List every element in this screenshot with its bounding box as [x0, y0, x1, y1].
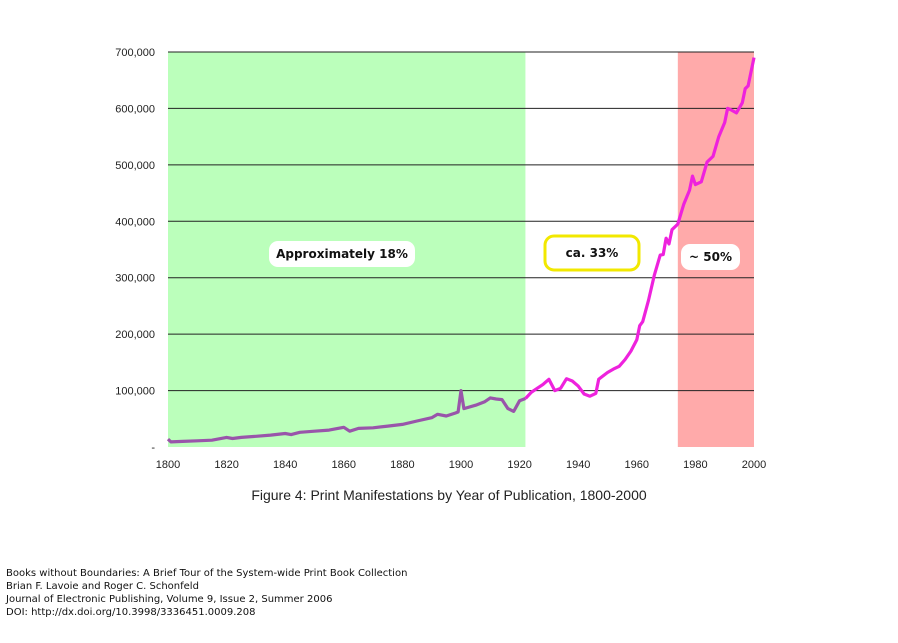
x-tick-label: 1800	[156, 459, 180, 471]
annotation-1: ca. 33%	[543, 234, 641, 272]
citation-title: Books without Boundaries: A Brief Tour o…	[6, 568, 408, 579]
chart: - 100,000 200,000 300,000 400,000 500,000 600,…	[115, 47, 766, 471]
x-tick-label: 1880	[390, 459, 414, 471]
citation: Books without Boundaries: A Brief Tour o…	[6, 567, 407, 619]
gridlines	[168, 51, 754, 392]
x-tick-label: 1920	[507, 459, 531, 471]
y-tick-label: 100,000	[115, 386, 155, 398]
series-line-pre-1922	[166, 389, 527, 444]
annotation-box	[543, 234, 641, 272]
annotation-2: ~ 50%	[681, 244, 740, 270]
data-series	[166, 57, 756, 444]
annotation-label: ca. 33%	[566, 246, 619, 260]
x-tick-label: 1980	[683, 459, 707, 471]
x-tick-label: 1900	[449, 459, 473, 471]
x-tick-label: 1960	[625, 459, 649, 471]
x-tick-label: 1840	[273, 459, 297, 471]
citation-journal: Journal of Electronic Publishing, Volume…	[6, 594, 333, 605]
x-axis-ticks: 1800 1820 1840 1860 1880 1900 1920 1940 1960 1980…	[156, 459, 766, 471]
citation-authors: Brian F. Lavoie and Roger C. Schonfeld	[6, 581, 199, 592]
y-axis-ticks: - 100,000 200,000 300,000 400,000 500,000 600,…	[115, 47, 155, 454]
annotation-0: Approximately 18%	[269, 241, 415, 267]
y-tick-label: 700,000	[115, 47, 155, 59]
y-tick-label: -	[151, 442, 155, 454]
annotation-label: ~ 50%	[689, 250, 732, 264]
annotation-box	[681, 244, 740, 270]
figure-caption: Figure 4: Print Manifestations by Year o…	[251, 487, 647, 503]
y-tick-label: 600,000	[115, 103, 155, 115]
annotation-label: Approximately 18%	[276, 247, 408, 261]
y-tick-label: 500,000	[115, 160, 155, 172]
x-tick-label: 2000	[742, 459, 766, 471]
annotations: Approximately 18% ca. 33% ~ 50%	[269, 234, 740, 272]
series-line-post-1922	[524, 57, 756, 400]
chart-regions	[168, 52, 754, 447]
citation-doi: DOI: http://dx.doi.org/10.3998/3336451.0…	[6, 607, 256, 618]
x-tick-label: 1940	[566, 459, 590, 471]
x-tick-label: 1860	[332, 459, 356, 471]
y-tick-label: 200,000	[115, 329, 155, 341]
annotation-box	[269, 241, 415, 267]
y-tick-label: 300,000	[115, 273, 155, 285]
y-tick-label: 400,000	[115, 216, 155, 228]
x-tick-label: 1820	[214, 459, 238, 471]
